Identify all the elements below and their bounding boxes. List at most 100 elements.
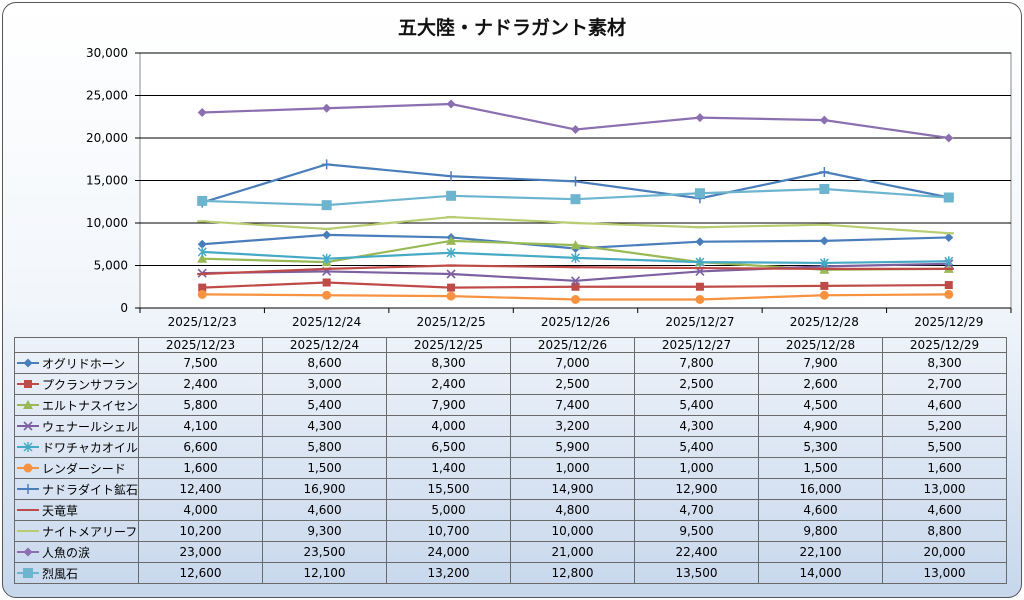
data-point bbox=[321, 159, 332, 170]
value-cell: 8,300 bbox=[882, 352, 1008, 374]
legend-key bbox=[17, 442, 39, 452]
value-cell: 6,500 bbox=[386, 436, 512, 458]
data-point bbox=[695, 257, 705, 268]
data-point bbox=[322, 230, 332, 240]
value-cell: 5,500 bbox=[882, 436, 1008, 458]
data-point bbox=[571, 125, 580, 134]
table-row: エルトナスイセン 5,800 5,400 7,900 7,400 5,400 4,500 4,… bbox=[13, 394, 1008, 416]
data-point bbox=[447, 283, 456, 292]
data-point bbox=[694, 188, 705, 199]
x-tick-label: 2025/12/24 bbox=[292, 315, 361, 329]
data-point bbox=[819, 290, 829, 300]
series-group bbox=[197, 99, 954, 143]
legend-cell: ドワチャカオイル bbox=[13, 436, 140, 458]
value-cell: 2,500 bbox=[510, 373, 636, 395]
value-cell: 6,600 bbox=[138, 436, 264, 458]
data-point bbox=[198, 283, 207, 292]
series-group bbox=[197, 184, 954, 211]
legend-marker bbox=[23, 358, 33, 368]
series-name: ナイトメアリーフ bbox=[42, 524, 138, 539]
legend-cell: エルトナスイセン bbox=[13, 394, 140, 416]
value-cell: 7,900 bbox=[758, 352, 884, 374]
legend-cell: レンダーシード bbox=[13, 457, 140, 479]
data-point bbox=[571, 295, 580, 304]
data-point bbox=[446, 235, 457, 245]
plot-area: 0 5,000 10,000 15,000 20,000 25,000 30,000 2025… bbox=[86, 46, 1012, 329]
value-cell: 5,800 bbox=[138, 394, 264, 416]
value-cell: 5,400 bbox=[262, 394, 388, 416]
value-cell: 8,600 bbox=[262, 352, 388, 374]
data-point bbox=[197, 253, 208, 263]
table-header-row: 2025/12/23 2025/12/24 2025/12/25 2025/12/26… bbox=[13, 337, 1008, 353]
legend-marker bbox=[23, 463, 33, 473]
legend-marker bbox=[23, 400, 33, 409]
y-tick-label: 5,000 bbox=[94, 259, 128, 273]
table-header-cell: 2025/12/26 bbox=[510, 337, 636, 353]
value-cell: 1,000 bbox=[634, 457, 760, 479]
series-name: 天竜草 bbox=[42, 503, 79, 518]
legend-cell: ナドラダイト鉱石 bbox=[13, 478, 140, 500]
value-cell: 5,300 bbox=[758, 436, 884, 458]
x-tick-label: 2025/12/29 bbox=[914, 315, 983, 329]
data-point bbox=[695, 295, 705, 304]
value-cell: 2,700 bbox=[882, 373, 1008, 395]
table-row: 烈風石 12,600 12,100 13,200 12,800 13,500 14,000 1… bbox=[13, 562, 1008, 584]
value-cell: 4,500 bbox=[758, 394, 884, 416]
legend-key bbox=[17, 484, 39, 494]
data-point bbox=[446, 247, 456, 258]
value-cell: 10,700 bbox=[386, 520, 512, 542]
series-name: ナドラダイト鉱石 bbox=[42, 482, 139, 497]
series-name: ドワチャカオイル bbox=[42, 440, 138, 455]
data-point bbox=[322, 290, 332, 300]
data-point bbox=[197, 195, 208, 206]
data-point bbox=[322, 253, 332, 264]
series-name: 烈風石 bbox=[42, 566, 79, 581]
series-name: ウェナールシェル bbox=[42, 419, 139, 434]
value-cell: 7,500 bbox=[138, 352, 264, 374]
x-tick-label: 2025/12/27 bbox=[665, 315, 734, 329]
legend-marker bbox=[23, 442, 33, 452]
series-group bbox=[198, 278, 953, 292]
legend-cell: ウェナールシェル bbox=[13, 415, 140, 437]
value-cell: 4,300 bbox=[262, 415, 388, 437]
value-cell: 9,800 bbox=[758, 520, 884, 542]
legend-cell: オグリドホーン bbox=[13, 352, 140, 374]
value-cell: 8,800 bbox=[882, 520, 1008, 542]
data-point bbox=[819, 257, 829, 268]
table-header-cell: 2025/12/25 bbox=[386, 337, 512, 353]
table-row: レンダーシード 1,600 1,500 1,400 1,000 1,000 1,500 1,6… bbox=[13, 457, 1008, 479]
chart-title: 五大陸・ナドラガント素材 bbox=[397, 17, 626, 39]
y-tick-label: 20,000 bbox=[86, 131, 128, 145]
data-point bbox=[197, 246, 207, 257]
legend-key bbox=[17, 530, 39, 532]
value-cell: 4,600 bbox=[882, 394, 1008, 416]
y-tick-label: 30,000 bbox=[86, 46, 128, 60]
value-cell: 9,500 bbox=[634, 520, 760, 542]
value-cell: 1,500 bbox=[758, 457, 884, 479]
y-tick-label: 15,000 bbox=[86, 174, 128, 188]
value-cell: 12,600 bbox=[138, 562, 264, 584]
value-cell: 4,600 bbox=[882, 499, 1008, 521]
data-point bbox=[695, 237, 705, 247]
y-tick-label: 10,000 bbox=[86, 216, 128, 230]
legend-marker bbox=[23, 568, 33, 578]
data-point bbox=[570, 276, 581, 286]
data-point bbox=[819, 167, 830, 177]
table-header-cell: 2025/12/28 bbox=[758, 337, 884, 353]
table-row: プクランサフラン 2,400 3,000 2,400 2,500 2,500 2,600 2,… bbox=[13, 373, 1008, 395]
value-cell: 13,000 bbox=[882, 478, 1008, 500]
x-tick-label: 2025/12/28 bbox=[790, 315, 859, 329]
value-cell: 4,700 bbox=[634, 499, 760, 521]
value-cell: 5,900 bbox=[510, 436, 636, 458]
value-cell: 15,500 bbox=[386, 478, 512, 500]
table-row: オグリドホーン 7,500 8,600 8,300 7,000 7,800 7,900 8,3… bbox=[13, 352, 1008, 374]
value-cell: 9,300 bbox=[262, 520, 388, 542]
value-cell: 4,000 bbox=[386, 415, 512, 437]
x-tick-label: 2025/12/23 bbox=[168, 315, 237, 329]
value-cell: 4,600 bbox=[758, 499, 884, 521]
value-cell: 21,000 bbox=[510, 541, 636, 563]
table-row: ナイトメアリーフ 10,200 9,300 10,700 10,000 9,500 9,80… bbox=[13, 520, 1008, 542]
data-point bbox=[446, 190, 457, 201]
value-cell: 10,200 bbox=[138, 520, 264, 542]
series-group bbox=[197, 264, 954, 276]
